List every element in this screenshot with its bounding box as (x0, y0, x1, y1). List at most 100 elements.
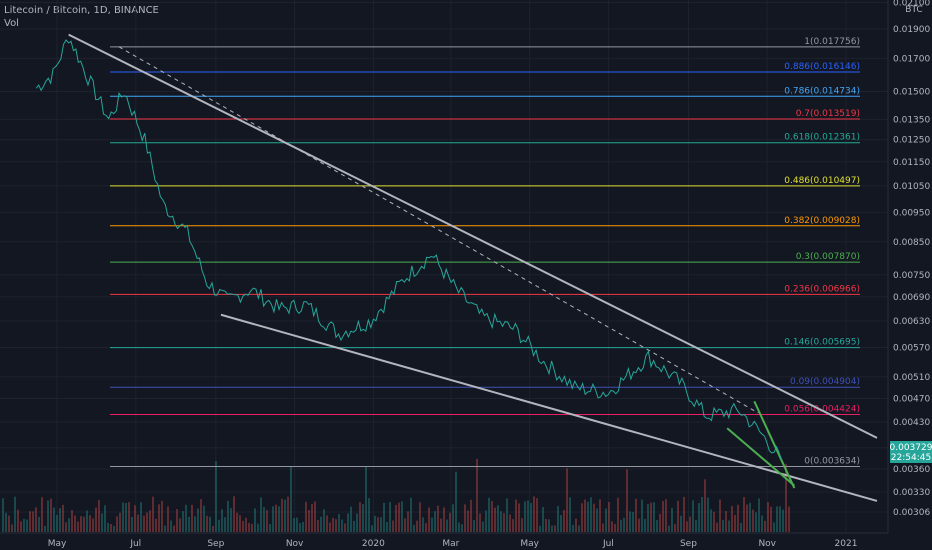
price-tick-label: 0.01250 (893, 136, 930, 146)
volume-bar (491, 501, 493, 532)
candle-countdown: 22:54:45 (891, 453, 931, 463)
volume-bar (569, 497, 571, 532)
volume-bar (266, 510, 268, 532)
time-tick-label: May (48, 539, 67, 549)
price-line (35, 39, 782, 460)
time-tick-label: Jul (602, 539, 614, 549)
volume-bar (395, 504, 397, 532)
volume-bar (218, 519, 220, 532)
volume-bar (143, 515, 145, 532)
volume-bar (431, 517, 433, 532)
volume-bar (170, 520, 172, 532)
volume-bar (347, 513, 349, 532)
fib-level-label: 0.236(0.006966) (784, 284, 860, 294)
trend-line (220, 313, 878, 502)
price-tick-label: 0.00510 (893, 373, 930, 383)
volume-bar (203, 505, 205, 532)
volume-bar (38, 516, 40, 532)
trend-line (118, 46, 759, 414)
volume-bar (443, 507, 445, 532)
volume-bar (518, 503, 520, 532)
fib-level-label: 0.7(0.013519) (796, 109, 860, 119)
volume-bar (20, 521, 22, 532)
volume-bar (323, 509, 325, 532)
fib-level-label: 0.09(0.004904) (790, 377, 860, 387)
time-axis: May Jul Sep Nov 2020 Mar May Jul Sep Nov 2021 (48, 539, 858, 549)
volume-bar (560, 514, 562, 532)
volume-bar (641, 499, 643, 532)
volume-bar (605, 508, 607, 532)
volume-bar (35, 507, 37, 532)
volume-bar (50, 498, 52, 532)
fib-level-label: 0.382(0.009028) (784, 216, 860, 226)
volume-bar (110, 523, 112, 532)
volume-bar (212, 525, 214, 532)
volume-bar (677, 500, 679, 532)
volume-bar (710, 509, 712, 532)
volume-bar (335, 519, 337, 532)
fib-level-label: 1(0.017756) (804, 37, 860, 47)
volume-bar (473, 520, 475, 532)
volume-bar (596, 508, 598, 532)
volume-bar (233, 496, 235, 532)
volume-bar (617, 497, 619, 532)
volume-bar (89, 515, 91, 532)
volume-bar (305, 501, 307, 532)
volume-bar (644, 518, 646, 532)
current-price: 0.003729 (890, 443, 932, 453)
volume-bar (104, 505, 106, 532)
volume-bar (572, 525, 574, 532)
volume-bar (479, 513, 481, 532)
volume-bar (425, 523, 427, 532)
volume-bar (332, 517, 334, 532)
volume-bar (590, 497, 592, 532)
volume-bar (263, 507, 265, 532)
volume-bar (623, 517, 625, 532)
volume-bar (716, 522, 718, 532)
volume-bar (44, 525, 46, 532)
volume-bar (698, 503, 700, 532)
volume-bar (581, 503, 583, 532)
price-axis: 0.02100 0.01900 0.01700 0.01500 0.01350 0.012… (893, 0, 930, 518)
volume-bar (437, 505, 439, 532)
volume-bar (761, 515, 763, 532)
volume-bar (26, 519, 28, 532)
volume-bar (116, 516, 118, 532)
price-tick-label: 0.00630 (893, 317, 930, 327)
volume-bar (146, 512, 148, 532)
volume-bar (512, 519, 514, 532)
volume-bar (191, 504, 193, 532)
volume-bar (29, 511, 31, 532)
volume-bar (59, 508, 61, 532)
trend-lines (68, 33, 878, 502)
volume-bar (542, 506, 544, 532)
volume-bar (350, 506, 352, 532)
volume-bar (419, 502, 421, 532)
volume-bar (497, 505, 499, 532)
volume-bar (665, 499, 667, 532)
volume-bar (296, 517, 298, 532)
volume-bar (620, 519, 622, 532)
volume-bar (764, 520, 766, 532)
volume-bar (209, 516, 211, 532)
volume-bar (728, 520, 730, 532)
volume-bar (380, 517, 382, 532)
price-tick-label: 0.00360 (893, 465, 930, 475)
volume-bar (554, 525, 556, 532)
volume-bar (122, 502, 124, 532)
volume-bar (128, 502, 130, 532)
price-tick-label: 0.00850 (893, 238, 930, 248)
volume-bar (401, 501, 403, 532)
volume-bar (734, 514, 736, 532)
volume-bar (524, 501, 526, 532)
volume-bar (719, 499, 721, 532)
price-tick-label: 0.02100 (893, 0, 930, 9)
trend-line (753, 400, 796, 489)
volume-bar (371, 525, 373, 532)
volume-bar (8, 515, 10, 532)
volume-bar (461, 524, 463, 532)
time-tick-label: Jul (129, 539, 141, 549)
current-price-marker: 0.003729 22:54:45 (890, 441, 932, 463)
volume-bar (434, 511, 436, 532)
